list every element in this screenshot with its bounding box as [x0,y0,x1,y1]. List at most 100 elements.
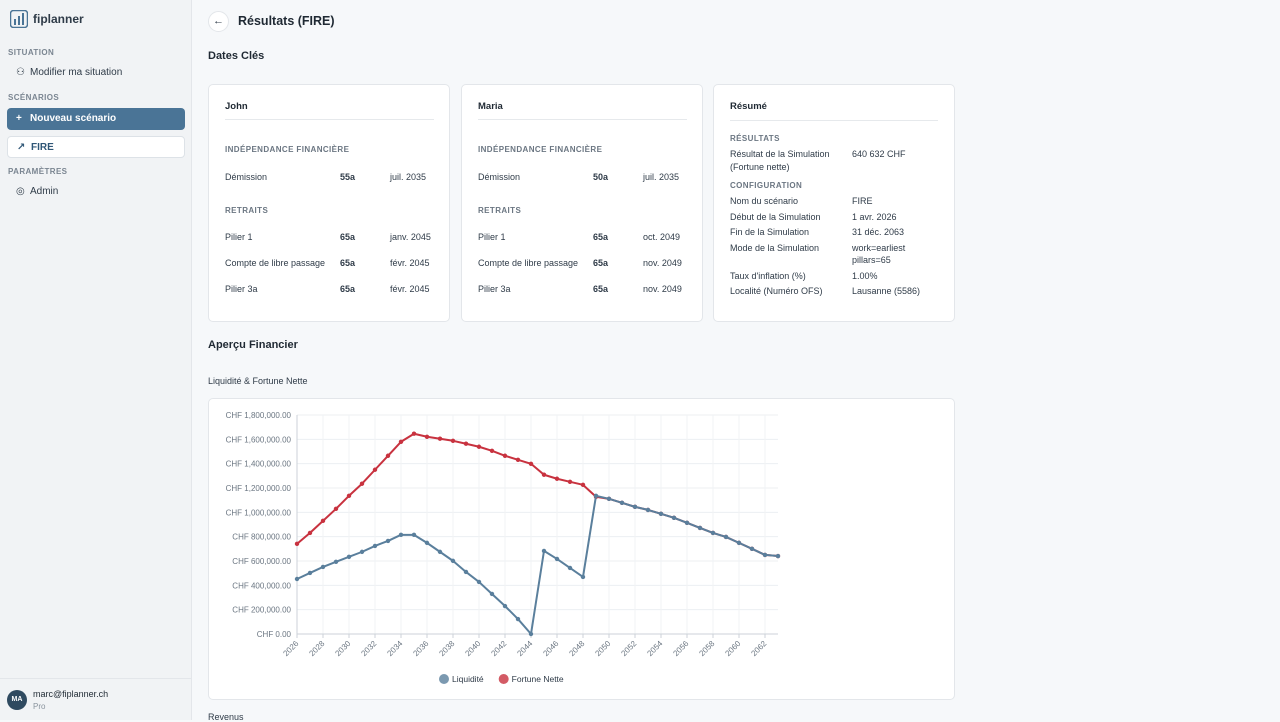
point [762,552,768,558]
point [489,591,495,597]
y-tick-label: CHF 1,000,000.00 [226,508,292,517]
chart-title: Liquidité & Fortune Nette [208,376,308,386]
point [450,558,456,564]
chart-card: CHF 0.00 CHF 200,000.00 CHF 400,000.00 CHF … [208,398,955,700]
point [554,556,560,562]
x-tick-label: 2058 [697,639,716,658]
summary-title: Résumé [730,101,938,121]
row-label: Nom du scénario [730,196,799,206]
nav-item[interactable]: + Nouveau scénario [7,108,185,130]
section-heading: SCÉNARIOS [8,93,60,102]
x-tick-label: 2036 [411,639,430,658]
point [424,540,430,546]
point [333,506,339,512]
series-line [296,432,779,558]
summary-card: Résumé RÉSULTATS Résultat de la Simulation… [713,84,955,322]
caption: CONFIGURATION [730,181,803,190]
point [463,441,469,446]
page-title: Résultats (FIRE) [238,14,335,28]
summary-row: Taux d'inflation (%) 1.00% [730,270,938,283]
nav-label: FIRE [31,142,54,153]
nav-item[interactable]: ⚇ Modifier ma situation [7,62,185,84]
row-age: 65a [340,258,356,268]
y-tick-label: CHF 600,000.00 [232,557,291,566]
point [775,553,781,559]
point [307,530,313,536]
nav-item[interactable]: ↗ FIRE [7,136,185,158]
brand: fiplanner [33,12,84,26]
point [398,532,404,538]
avatar[interactable]: MA [7,690,27,710]
x-tick-label: 2034 [385,639,404,658]
sidebar: fiplanner MA marc@fiplanner.ch Pro SITUA… [0,0,192,720]
series-line [296,494,779,635]
point [619,500,625,506]
row-label: Pilier 3a [478,284,511,294]
legend-swatch [439,674,449,684]
user-plan: Pro [33,702,46,711]
point [723,534,729,540]
point [320,564,326,570]
point [541,548,547,554]
point [463,569,469,575]
logo [10,10,28,28]
row-label: Fin de la Simulation [730,227,810,237]
person-name: Maria [478,101,503,112]
row-label: Démission [225,172,268,182]
section-title: Dates Clés [208,50,265,62]
row-age: 65a [340,232,356,242]
point [320,518,326,524]
row-age: 65a [593,258,609,268]
y-tick-label: CHF 0.00 [257,630,292,639]
nav-icon: ⚇ [16,67,25,78]
point [372,543,378,549]
row-value: 1 avr. 2026 [852,211,897,222]
nav-item[interactable]: ◎ Admin [7,181,185,203]
row-label: Localité (Numéro OFS) [730,286,823,296]
row-label: Compte de libre passage [478,258,579,268]
point [515,457,521,462]
point [528,631,534,637]
x-tick-label: 2060 [723,639,742,658]
point [710,530,716,536]
row-date: oct. 2049 [643,232,681,242]
point [476,444,482,449]
point [437,436,443,441]
row-label: Mode de la Simulation [730,242,820,253]
nav-label: Modifier ma situation [30,67,123,78]
row-value: 1.00% [852,270,878,281]
nav-label: Nouveau scénario [30,113,117,124]
summary-row: Fin de la Simulation 31 déc. 2063 [730,226,938,239]
caption: INDÉPENDANCE FINANCIÈRE [478,145,603,154]
row-label: Démission [478,172,521,182]
point [541,472,547,477]
caption: RÉSULTATS [730,134,780,143]
row-date: nov. 2049 [643,284,682,294]
row-label: Début de la Simulation [730,211,821,222]
point [697,525,703,531]
x-tick-label: 2026 [281,639,300,658]
point [385,538,391,544]
point [749,546,755,552]
point [684,520,690,525]
x-tick-label: 2052 [619,639,638,658]
person-card: Maria INDÉPENDANCE FINANCIÈRE Démission 50a… [461,84,703,322]
person-name: John [225,101,248,112]
point [489,448,495,453]
divider [225,119,434,120]
point [294,541,300,547]
back-button[interactable]: ← [208,11,229,32]
row-label: Compte de libre passage [225,258,326,268]
section-heading: PARAMÈTRES [8,167,68,176]
legend-swatch [498,674,509,684]
row-label: Pilier 1 [478,232,506,242]
point [385,453,391,458]
point [502,603,508,609]
row-date: févr. 2045 [390,258,430,268]
point [580,482,586,488]
x-tick-label: 2040 [463,639,482,658]
point [528,461,534,466]
row-age: 50a [593,172,609,182]
point [307,570,313,576]
